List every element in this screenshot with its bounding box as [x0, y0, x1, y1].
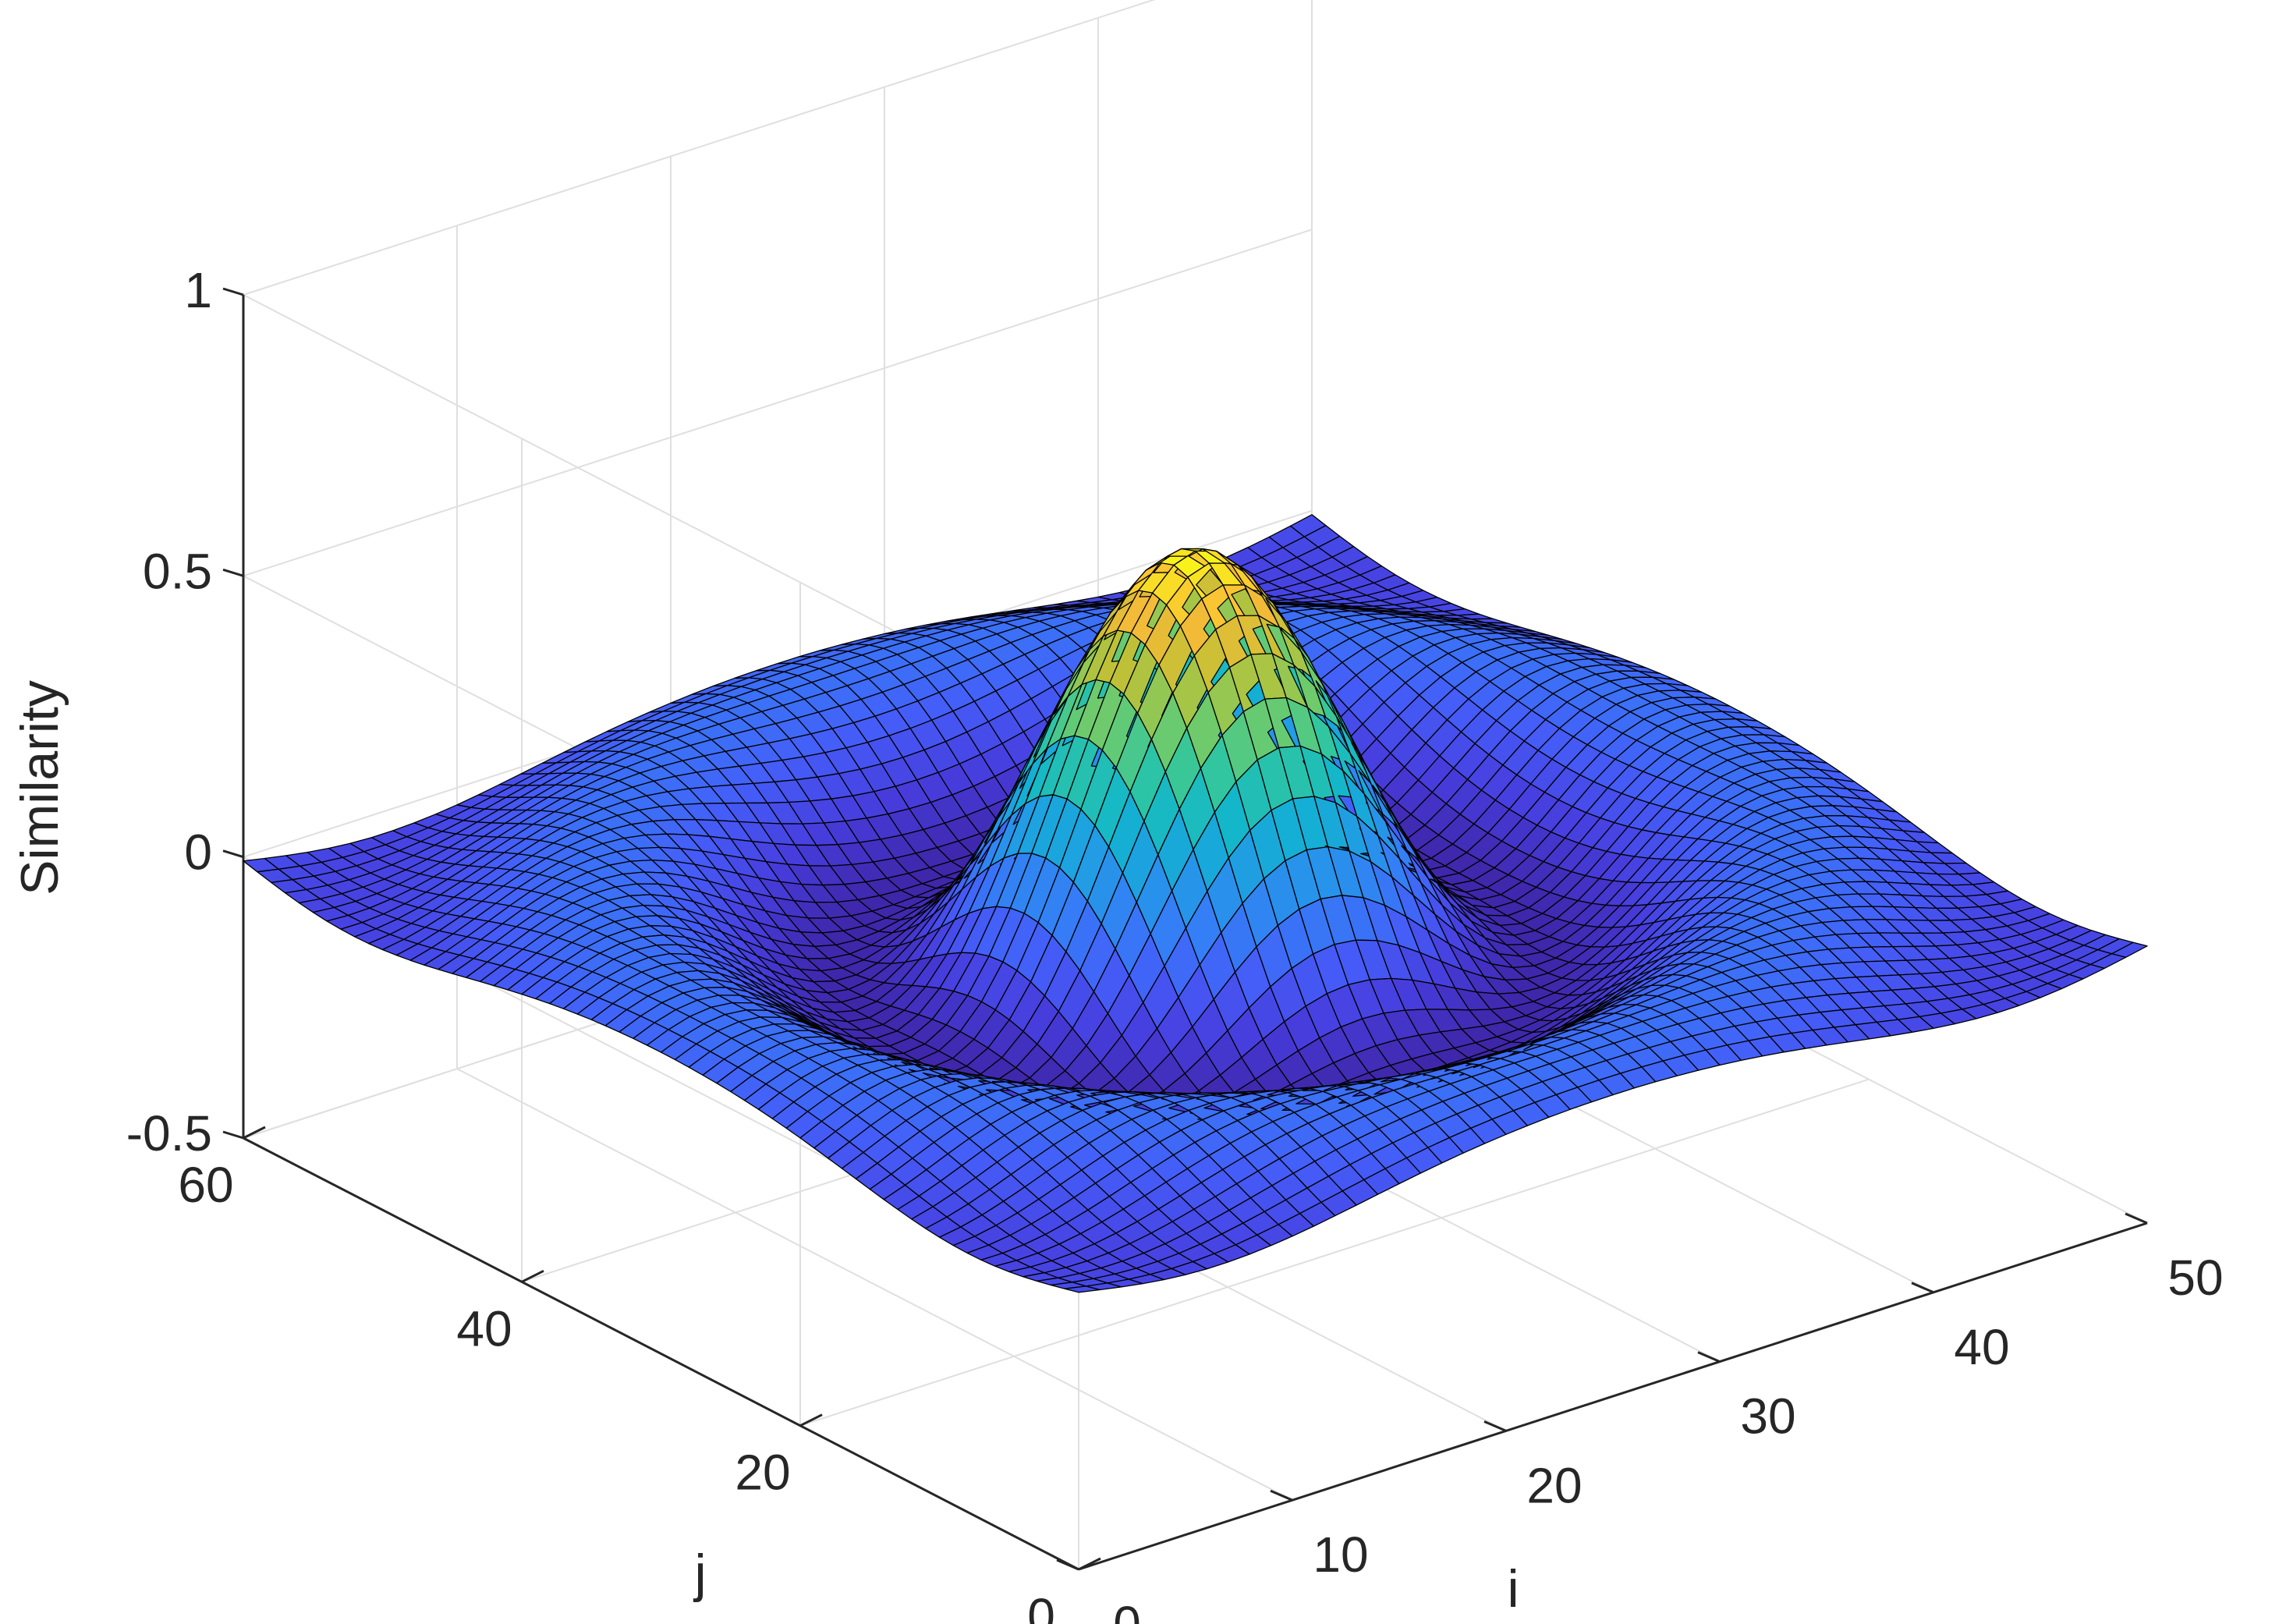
x-tick-label: 30	[1740, 1388, 1795, 1445]
grid-line-z-back-wall	[243, 0, 1156, 296]
y-tick-mark	[799, 1413, 823, 1427]
x-tick-label: 20	[1526, 1457, 1582, 1513]
z-tick-mark	[222, 849, 244, 859]
x-axis-line	[1078, 1222, 2148, 1571]
x-tick-label: 40	[1954, 1319, 2009, 1375]
y-axis-label: j	[693, 1544, 706, 1603]
x-tick-mark	[1697, 1351, 1721, 1363]
y-tick-label: 0	[1027, 1588, 1055, 1624]
x-tick-label: 50	[2167, 1250, 2223, 1306]
x-tick-mark	[1911, 1282, 1934, 1294]
y-tick-label: 40	[456, 1300, 512, 1356]
y-axis-line	[243, 1136, 1079, 1571]
axes	[242, 295, 2148, 1571]
z-tick-label: 1	[184, 262, 212, 318]
y-tick-mark	[521, 1269, 544, 1283]
z-tick-mark	[222, 287, 244, 296]
surface-cell	[2111, 941, 2148, 958]
z-tick-label: 0	[184, 824, 212, 881]
z-tick-label: -0.5	[126, 1105, 212, 1161]
x-tick-mark	[1270, 1489, 1293, 1502]
surface-mesh	[243, 514, 2148, 1293]
z-axis-label: Similarity	[10, 680, 69, 895]
x-tick-label: 10	[1313, 1526, 1368, 1583]
y-tick-mark	[1078, 1557, 1101, 1571]
axis-labels: i j Similarity	[10, 680, 1519, 1619]
x-tick-mark	[1483, 1420, 1507, 1432]
z-tick-label: 0.5	[143, 543, 212, 599]
z-tick-mark	[222, 1130, 244, 1140]
tick-labels: 0 10 20 30 40 50 0 20 40 60-0.5 0 0.5 1	[126, 262, 2224, 1624]
z-tick-mark	[222, 568, 244, 577]
y-tick-mark	[243, 1126, 266, 1140]
y-tick-label: 60	[178, 1157, 233, 1213]
x-tick-label: 0	[1113, 1596, 1141, 1624]
y-tick-label: 20	[735, 1445, 790, 1501]
grid-line-i-floor	[456, 1068, 1293, 1502]
x-axis-label: i	[1507, 1559, 1519, 1619]
grid-line-z-back-wall	[243, 229, 1313, 577]
grid-line-j-floor	[799, 1078, 1870, 1427]
x-tick-mark	[1056, 1558, 1079, 1571]
x-tick-mark	[2125, 1212, 2148, 1225]
